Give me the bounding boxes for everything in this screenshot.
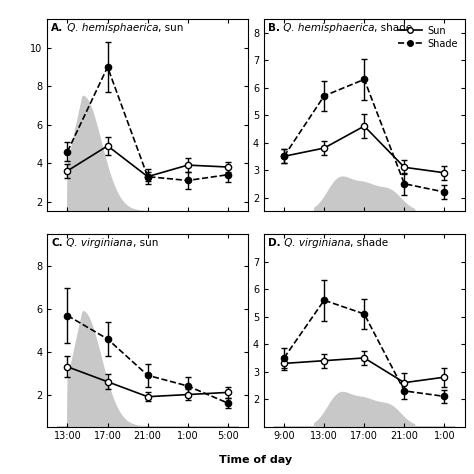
Text: Q. hemisphaerica: Q. hemisphaerica [64, 23, 158, 33]
Text: Q. virginiana: Q. virginiana [63, 238, 133, 248]
Text: B.: B. [268, 23, 280, 33]
Text: A.: A. [51, 23, 64, 33]
Text: Q. hemisphaerica: Q. hemisphaerica [280, 23, 374, 33]
Text: D.: D. [268, 238, 281, 248]
Text: Q. virginiana: Q. virginiana [281, 238, 350, 248]
Legend: Sun, Shade: Sun, Shade [396, 24, 460, 51]
Text: , sun: , sun [158, 23, 183, 33]
Text: , shade: , shade [350, 238, 388, 248]
Text: Time of day: Time of day [219, 455, 292, 465]
Text: , sun: , sun [133, 238, 158, 248]
Text: , shade: , shade [374, 23, 413, 33]
Text: C.: C. [51, 238, 63, 248]
